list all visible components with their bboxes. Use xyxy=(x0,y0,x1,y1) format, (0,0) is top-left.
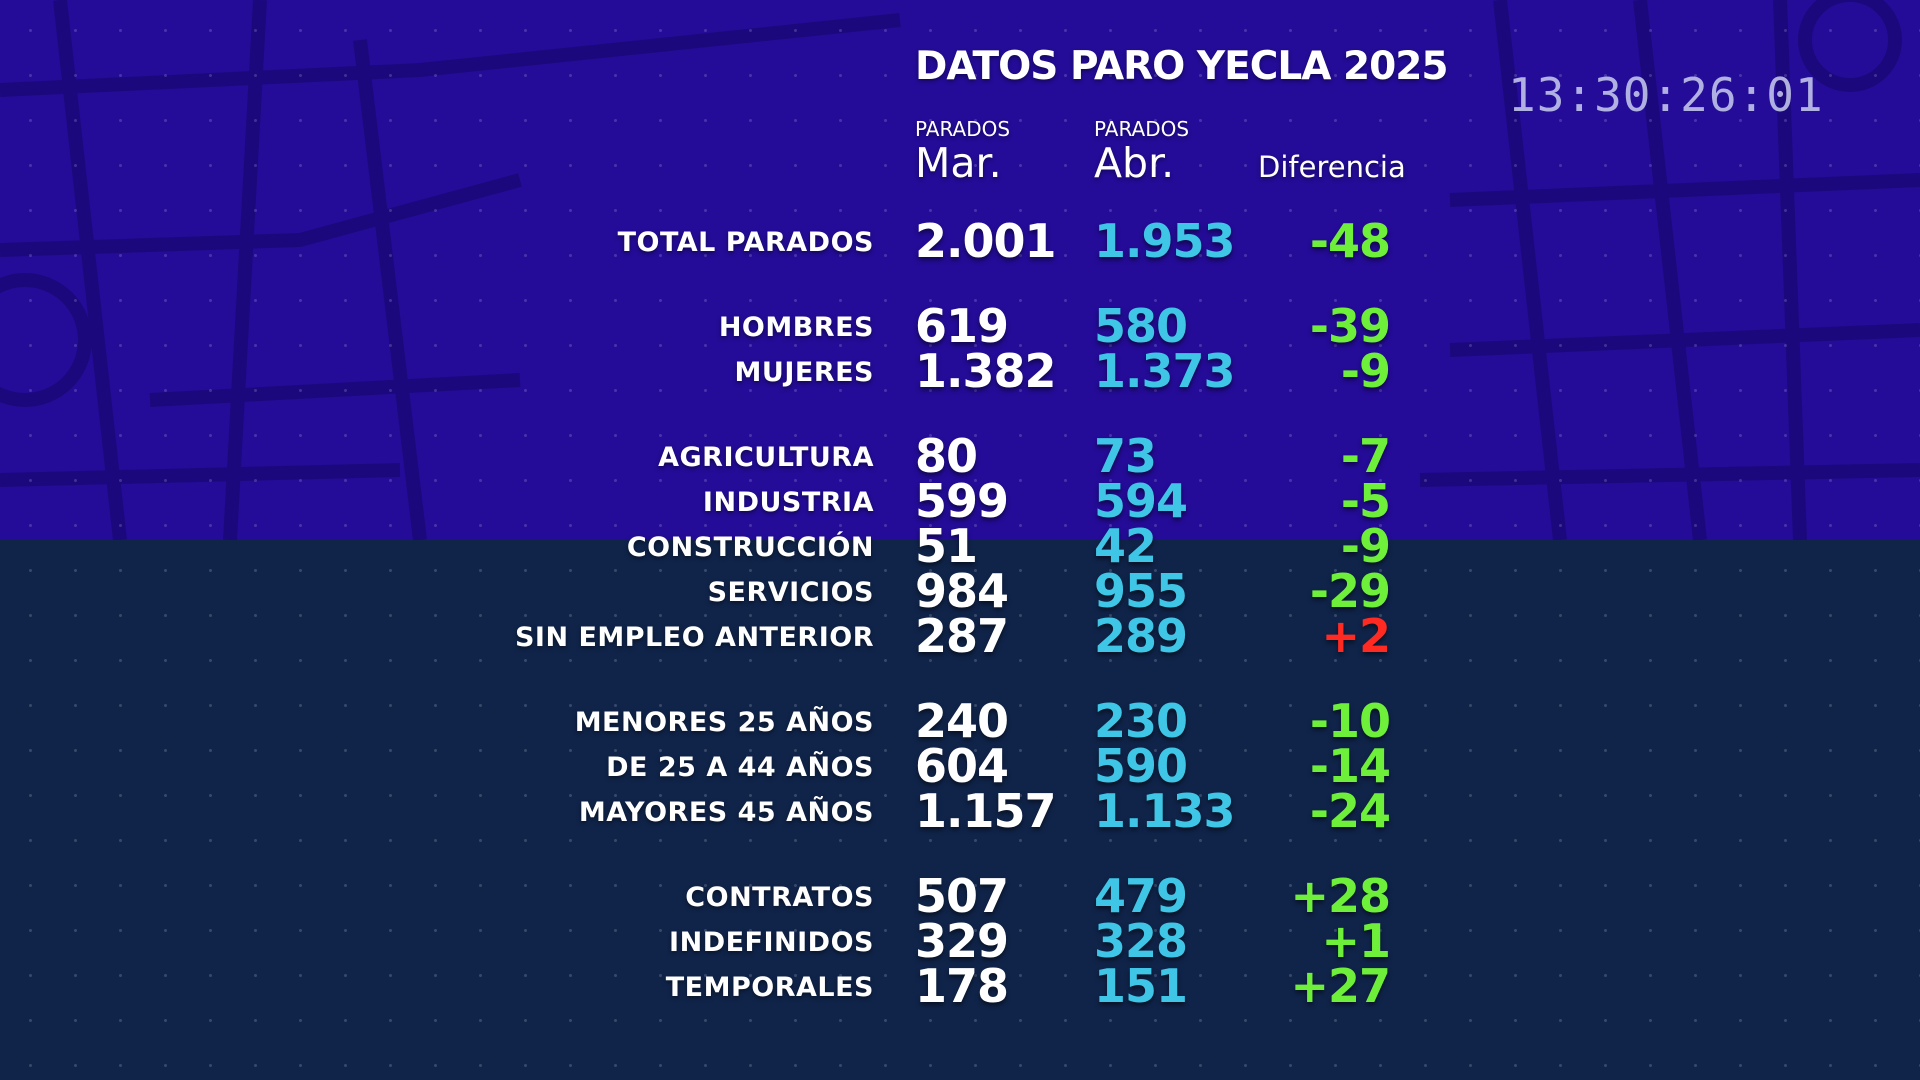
value-mar: 604 xyxy=(915,739,1009,793)
value-mar: 287 xyxy=(915,609,1009,663)
column-header-mar-small: PARADOS xyxy=(915,117,1011,141)
value-diferencia: +2 xyxy=(1321,609,1391,663)
value-abr: 590 xyxy=(1094,739,1188,793)
value-diferencia: -24 xyxy=(1309,784,1391,838)
row-label: INDEFINIDOS xyxy=(669,927,874,958)
row-label: MENORES 25 AÑOS xyxy=(574,707,874,738)
street-map-pattern xyxy=(0,0,1920,540)
value-mar: 1.157 xyxy=(915,784,1057,838)
table-row: CONSTRUCCIÓN 51 42 -9 xyxy=(0,519,1920,573)
column-header-diferencia: Diferencia xyxy=(1258,150,1406,184)
row-label: TEMPORALES xyxy=(665,972,874,1003)
column-header-abr-small: PARADOS xyxy=(1094,117,1190,141)
value-diferencia: +28 xyxy=(1290,869,1391,923)
table-row: SIN EMPLEO ANTERIOR 287 289 +2 xyxy=(0,609,1920,663)
value-abr: 42 xyxy=(1094,519,1157,573)
value-abr: 73 xyxy=(1094,429,1157,483)
value-abr: 1.373 xyxy=(1094,344,1236,398)
value-diferencia: -14 xyxy=(1309,739,1391,793)
value-abr: 955 xyxy=(1094,564,1188,618)
table-row: TOTAL PARADOS 2.001 1.953 -48 xyxy=(0,214,1920,268)
value-mar: 507 xyxy=(915,869,1009,923)
row-label: HOMBRES xyxy=(718,312,874,343)
column-header-abr: PARADOS Abr. xyxy=(1094,118,1189,186)
value-mar: 1.382 xyxy=(915,344,1057,398)
row-label: CONSTRUCCIÓN xyxy=(626,532,874,563)
value-abr: 594 xyxy=(1094,474,1188,528)
table-row: AGRICULTURA 80 73 -7 xyxy=(0,429,1920,483)
table-row: HOMBRES 619 580 -39 xyxy=(0,299,1920,353)
value-mar: 240 xyxy=(915,694,1009,748)
table-row: SERVICIOS 984 955 -29 xyxy=(0,564,1920,618)
table-row: MUJERES 1.382 1.373 -9 xyxy=(0,344,1920,398)
table-row: DE 25 A 44 AÑOS 604 590 -14 xyxy=(0,739,1920,793)
value-mar: 329 xyxy=(915,914,1009,968)
row-label: SERVICIOS xyxy=(707,577,874,608)
value-diferencia: -9 xyxy=(1340,344,1391,398)
value-diferencia: +27 xyxy=(1290,959,1391,1013)
value-diferencia: -10 xyxy=(1309,694,1391,748)
value-abr: 580 xyxy=(1094,299,1188,353)
background-bottom xyxy=(0,540,1920,1080)
column-header-mar-big: Mar. xyxy=(915,139,1002,187)
table-row: INDEFINIDOS 329 328 +1 xyxy=(0,914,1920,968)
page-title: DATOS PARO YECLA 2025 xyxy=(915,44,1449,89)
value-abr: 151 xyxy=(1094,959,1188,1013)
value-diferencia: -9 xyxy=(1340,519,1391,573)
value-mar: 51 xyxy=(915,519,978,573)
column-header-mar: PARADOS Mar. xyxy=(915,118,1010,186)
row-label: MUJERES xyxy=(734,357,874,388)
value-diferencia: +1 xyxy=(1321,914,1391,968)
value-abr: 230 xyxy=(1094,694,1188,748)
table-row: MAYORES 45 AÑOS 1.157 1.133 -24 xyxy=(0,784,1920,838)
table-row: INDUSTRIA 599 594 -5 xyxy=(0,474,1920,528)
timecode: 13:30:26:01 xyxy=(1508,68,1824,122)
value-mar: 2.001 xyxy=(915,214,1057,268)
value-diferencia: -7 xyxy=(1340,429,1391,483)
row-label: AGRICULTURA xyxy=(658,442,874,473)
value-abr: 1.133 xyxy=(1094,784,1236,838)
value-mar: 619 xyxy=(915,299,1009,353)
table-row: CONTRATOS 507 479 +28 xyxy=(0,869,1920,923)
value-diferencia: -39 xyxy=(1309,299,1391,353)
value-diferencia: -5 xyxy=(1340,474,1391,528)
value-mar: 984 xyxy=(915,564,1009,618)
row-label: CONTRATOS xyxy=(685,882,874,913)
row-label: MAYORES 45 AÑOS xyxy=(578,797,874,828)
value-mar: 599 xyxy=(915,474,1009,528)
table-row: MENORES 25 AÑOS 240 230 -10 xyxy=(0,694,1920,748)
table-row: TEMPORALES 178 151 +27 xyxy=(0,959,1920,1013)
column-header-abr-big: Abr. xyxy=(1094,139,1175,187)
value-mar: 80 xyxy=(915,429,978,483)
value-diferencia: -48 xyxy=(1309,214,1391,268)
row-label: INDUSTRIA xyxy=(702,487,874,518)
row-label: SIN EMPLEO ANTERIOR xyxy=(514,622,874,653)
value-abr: 479 xyxy=(1094,869,1188,923)
value-abr: 289 xyxy=(1094,609,1188,663)
row-label: DE 25 A 44 AÑOS xyxy=(606,752,874,783)
value-abr: 328 xyxy=(1094,914,1188,968)
value-mar: 178 xyxy=(915,959,1009,1013)
row-label: TOTAL PARADOS xyxy=(617,227,874,258)
background-top xyxy=(0,0,1920,540)
value-abr: 1.953 xyxy=(1094,214,1236,268)
value-diferencia: -29 xyxy=(1309,564,1391,618)
